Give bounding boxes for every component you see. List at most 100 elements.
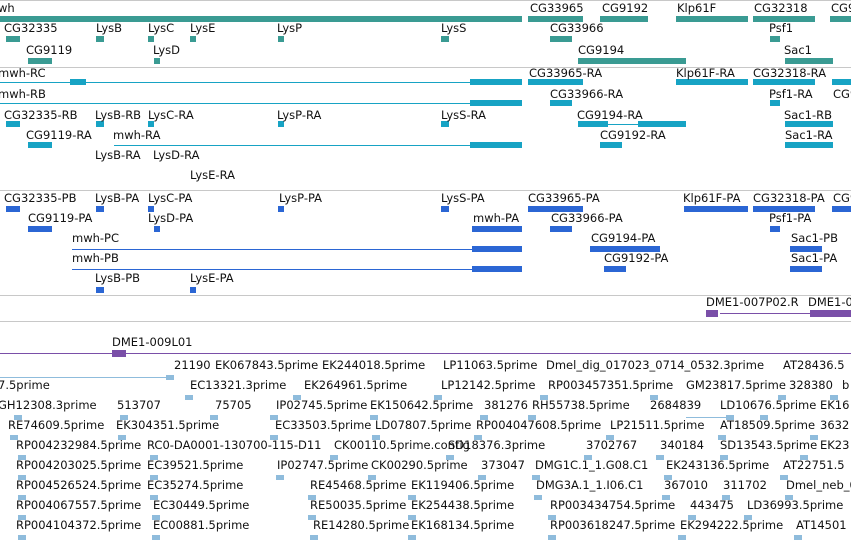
transcript-label[interactable]: CG33965-RA bbox=[529, 66, 603, 80]
transcript-label[interactable]: LysD-RA bbox=[153, 148, 200, 162]
exon-glyph[interactable] bbox=[70, 79, 86, 85]
protein-label[interactable]: LysP-PA bbox=[279, 191, 323, 205]
est-label[interactable]: EC33503.5prime bbox=[275, 418, 372, 432]
est-glyph[interactable] bbox=[310, 535, 318, 540]
est-glyph[interactable] bbox=[18, 495, 26, 500]
est-label[interactable]: CK00110.5prime.contig bbox=[334, 438, 470, 452]
est-label[interactable]: LP11063.5prime bbox=[443, 358, 538, 372]
protein-label[interactable]: CG32318-PA bbox=[753, 191, 825, 205]
est-glyph[interactable] bbox=[18, 475, 26, 480]
est-glyph[interactable] bbox=[166, 375, 174, 380]
feature-glyph[interactable] bbox=[470, 142, 522, 148]
est-glyph[interactable] bbox=[408, 515, 416, 520]
feature-glyph[interactable] bbox=[590, 246, 660, 252]
feature-glyph[interactable] bbox=[600, 142, 622, 148]
est-glyph[interactable] bbox=[785, 495, 793, 500]
est-glyph[interactable] bbox=[794, 535, 802, 540]
est-glyph[interactable] bbox=[474, 435, 482, 440]
feature-glyph[interactable] bbox=[753, 79, 815, 85]
transcript-label[interactable]: LysE-RA bbox=[190, 168, 235, 182]
gene-label[interactable]: LysB bbox=[96, 21, 123, 35]
est-label[interactable]: 340184 bbox=[660, 438, 704, 452]
est-glyph[interactable] bbox=[150, 455, 158, 460]
est-glyph[interactable] bbox=[656, 455, 664, 460]
feature-glyph[interactable] bbox=[676, 79, 748, 85]
est-glyph[interactable] bbox=[10, 435, 18, 440]
protein-label[interactable]: LysC-PA bbox=[148, 191, 193, 205]
transcript-label[interactable]: LysC-RA bbox=[148, 108, 194, 122]
est-label[interactable]: LD36993.5prime bbox=[747, 498, 844, 512]
est-glyph[interactable] bbox=[185, 395, 193, 400]
est-glyph[interactable] bbox=[434, 395, 442, 400]
transcript-label[interactable]: mwh-RA bbox=[113, 128, 161, 142]
gene-label[interactable]: LysP bbox=[277, 21, 303, 35]
gene-label[interactable]: CG32335 bbox=[4, 21, 58, 35]
feature-glyph[interactable] bbox=[96, 206, 104, 212]
gene-label[interactable]: CG9192 bbox=[602, 1, 649, 15]
feature-glyph[interactable] bbox=[441, 206, 449, 212]
feature-glyph[interactable] bbox=[190, 287, 196, 293]
clone-glyph[interactable] bbox=[810, 310, 851, 317]
feature-glyph[interactable] bbox=[96, 121, 104, 127]
est-glyph[interactable] bbox=[688, 515, 696, 520]
gene-glyph[interactable] bbox=[0, 16, 522, 22]
est-label[interactable]: RE14280.5prime bbox=[313, 518, 410, 532]
est-label[interactable]: EK168134.5prime bbox=[411, 518, 515, 532]
feature-glyph[interactable] bbox=[6, 121, 20, 127]
est-glyph[interactable] bbox=[540, 395, 548, 400]
est-label[interactable]: Dmel_neb_00 bbox=[786, 478, 851, 492]
gene-label[interactable]: LysS bbox=[441, 21, 467, 35]
est-label[interactable]: IP02745.5prime bbox=[276, 398, 368, 412]
feature-glyph[interactable] bbox=[790, 246, 822, 252]
feature-glyph[interactable] bbox=[528, 16, 583, 22]
est-glyph[interactable] bbox=[270, 435, 278, 440]
feature-glyph[interactable] bbox=[832, 206, 851, 212]
est-glyph[interactable] bbox=[18, 455, 26, 460]
transcript-label[interactable]: CG9119-RA bbox=[26, 128, 92, 142]
est-label[interactable]: AT18509.5prime bbox=[720, 418, 816, 432]
feature-glyph[interactable] bbox=[676, 16, 748, 22]
est-label[interactable]: RP004104372.5prime bbox=[16, 518, 142, 532]
feature-glyph[interactable] bbox=[753, 206, 815, 212]
gene-label[interactable]: CG9119 bbox=[26, 43, 73, 57]
est-label[interactable]: RE50035.5prime bbox=[310, 498, 407, 512]
est-glyph[interactable] bbox=[152, 535, 160, 540]
est-glyph[interactable] bbox=[370, 415, 378, 420]
feature-glyph[interactable] bbox=[600, 16, 648, 22]
feature-glyph[interactable] bbox=[470, 100, 522, 106]
feature-glyph[interactable] bbox=[770, 36, 780, 42]
feature-glyph[interactable] bbox=[550, 226, 572, 232]
protein-label[interactable]: Psf1-PA bbox=[769, 211, 812, 225]
protein-label[interactable]: CG32335-PB bbox=[4, 191, 77, 205]
est-label[interactable]: b bbox=[842, 378, 850, 392]
est-glyph[interactable] bbox=[548, 535, 556, 540]
est-glyph[interactable] bbox=[330, 455, 338, 460]
est-label[interactable]: 7.5prime bbox=[0, 378, 50, 392]
transcript-label[interactable]: CG33966-RA bbox=[550, 87, 624, 101]
gene-label[interactable]: LysE bbox=[190, 21, 216, 35]
feature-glyph[interactable] bbox=[470, 79, 522, 85]
est-glyph[interactable] bbox=[270, 415, 278, 420]
transcript-label[interactable]: LysB-RB bbox=[95, 108, 142, 122]
feature-glyph[interactable] bbox=[472, 266, 522, 272]
transcript-label[interactable]: LysB-RA bbox=[95, 148, 141, 162]
est-label[interactable]: 3632 bbox=[820, 418, 850, 432]
feature-glyph[interactable] bbox=[832, 79, 851, 85]
transcript-label[interactable]: CG32318-RA bbox=[753, 66, 827, 80]
est-glyph[interactable] bbox=[532, 475, 540, 480]
feature-glyph[interactable] bbox=[578, 121, 608, 127]
transcript-label[interactable]: Sac1-RA bbox=[785, 128, 833, 142]
feature-glyph[interactable] bbox=[604, 266, 626, 272]
feature-glyph[interactable] bbox=[785, 121, 833, 127]
feature-glyph[interactable] bbox=[28, 226, 52, 232]
est-glyph[interactable] bbox=[293, 395, 301, 400]
est-label[interactable]: EK067843.5prime bbox=[215, 358, 319, 372]
gene-label[interactable]: CG9 bbox=[831, 1, 851, 15]
est-glyph[interactable] bbox=[810, 435, 818, 440]
est-glyph[interactable] bbox=[14, 415, 22, 420]
est-glyph[interactable] bbox=[664, 475, 672, 480]
est-label[interactable]: EC35274.5prime bbox=[147, 478, 244, 492]
est-glyph[interactable] bbox=[800, 455, 808, 460]
est-glyph[interactable] bbox=[372, 435, 380, 440]
